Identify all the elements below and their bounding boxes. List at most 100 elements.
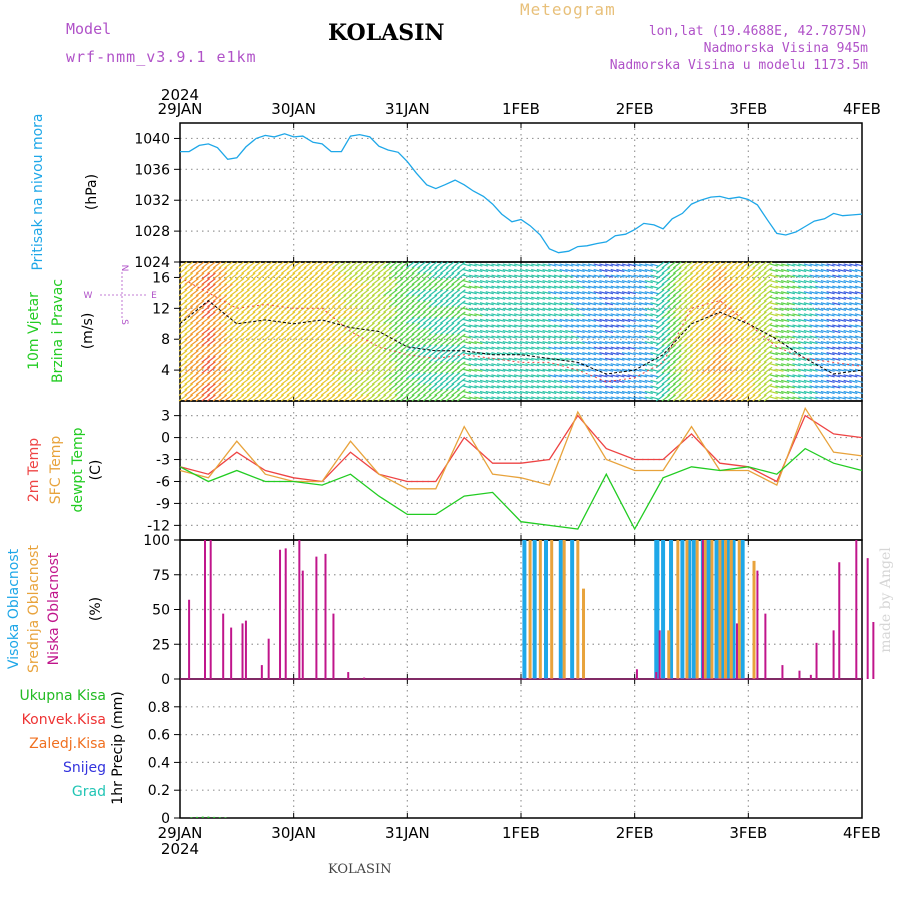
wind-barb xyxy=(689,311,699,319)
wind-barb xyxy=(542,313,551,317)
wind-barb xyxy=(320,267,330,275)
wind-barb xyxy=(587,302,597,306)
wind-barb xyxy=(815,274,824,278)
wind-barb xyxy=(672,261,682,269)
wind-barb xyxy=(701,305,710,313)
wind-barb xyxy=(320,377,330,385)
wind-barb xyxy=(502,335,511,339)
y-tick-label: 16 xyxy=(152,270,170,286)
wind-barb xyxy=(746,300,756,308)
wind-barb xyxy=(803,302,813,306)
wind-barb xyxy=(729,361,739,369)
wind-barb xyxy=(383,267,392,275)
wind-barb xyxy=(638,307,648,311)
wind-barb xyxy=(633,340,642,345)
wind-barb xyxy=(763,383,773,391)
wind-barb xyxy=(417,339,426,347)
wind-barb xyxy=(320,322,330,330)
wind-barb xyxy=(252,267,262,275)
wind-barb xyxy=(723,350,733,358)
wind-barb xyxy=(474,368,483,372)
wind-barb xyxy=(843,335,852,339)
wind-barb xyxy=(479,302,489,306)
wind-barb xyxy=(678,388,688,396)
wind-barb xyxy=(746,289,756,297)
wind-barb xyxy=(422,283,432,291)
wind-barb xyxy=(292,377,301,385)
wind-barb xyxy=(468,307,477,311)
wind-barb xyxy=(479,279,489,284)
wind-barb xyxy=(405,283,415,291)
wind-barb xyxy=(854,307,864,311)
wind-barb xyxy=(780,368,790,372)
wind-barb xyxy=(689,328,699,335)
wind-barb xyxy=(377,361,387,369)
wind-barb xyxy=(462,268,472,273)
wind-barb xyxy=(246,289,256,297)
wind-barb xyxy=(422,350,432,358)
wind-barb xyxy=(320,289,330,297)
wind-barb xyxy=(394,278,404,286)
wind-barb xyxy=(252,305,262,313)
wind-barb xyxy=(616,329,625,334)
wind-barb xyxy=(405,361,415,369)
wind-barb xyxy=(405,333,415,341)
wind-barb xyxy=(263,355,273,363)
wind-barb xyxy=(229,328,239,335)
wind-barb xyxy=(758,394,767,402)
wind-barb xyxy=(286,305,296,313)
wind-barb xyxy=(553,318,563,323)
wind-barb xyxy=(326,350,336,358)
wind-barb xyxy=(360,283,370,291)
wind-barb xyxy=(474,335,483,339)
wind-barb xyxy=(809,302,818,306)
wind-barb xyxy=(627,302,636,306)
wind-barb xyxy=(616,335,625,339)
wind-barb xyxy=(809,291,818,295)
wind-barb xyxy=(303,261,313,269)
wind-barb xyxy=(815,357,824,361)
wind-barb xyxy=(780,346,790,350)
wind-barb xyxy=(360,388,370,396)
wind-barb xyxy=(309,383,319,391)
wind-barb xyxy=(706,311,716,319)
wind-barb xyxy=(638,357,648,361)
lonlat-info: lon,lat (19.4688E, 42.7875N) xyxy=(648,24,868,39)
wind-barb xyxy=(297,350,307,358)
wind-barb xyxy=(252,344,262,352)
wind-barb xyxy=(525,313,534,317)
wind-barb xyxy=(252,372,262,380)
wind-barb xyxy=(195,300,205,308)
wind-barb xyxy=(388,328,398,335)
wind-barb xyxy=(366,350,375,358)
wind-barb xyxy=(650,357,659,361)
wind-barb xyxy=(621,307,631,311)
wind-barb xyxy=(712,394,722,402)
wind-barb xyxy=(582,268,591,273)
wind-barb xyxy=(638,291,648,295)
wind-barb xyxy=(718,355,728,363)
wind-barb xyxy=(320,272,330,280)
wind-barb xyxy=(263,272,273,280)
wind-barb xyxy=(218,333,228,341)
wind-barb xyxy=(445,388,455,396)
wind-barb xyxy=(723,311,733,319)
wind-barb xyxy=(689,350,699,358)
wind-barb xyxy=(514,324,523,328)
wind-barb xyxy=(462,329,472,334)
wind-barb xyxy=(269,267,279,275)
wind-barb xyxy=(337,267,347,275)
wind-barb xyxy=(195,388,205,396)
wind-barb xyxy=(587,307,597,311)
wind-barb xyxy=(275,316,284,324)
wind-barb xyxy=(536,291,546,295)
wind-barb xyxy=(184,377,194,385)
wind-barb xyxy=(212,322,222,330)
wind-barb xyxy=(514,385,523,389)
wind-barb xyxy=(417,316,426,324)
wind-barb xyxy=(332,283,341,291)
wind-barb xyxy=(394,372,404,380)
wind-barb xyxy=(462,291,472,295)
wind-barb xyxy=(462,296,472,300)
wind-barb xyxy=(531,357,540,361)
